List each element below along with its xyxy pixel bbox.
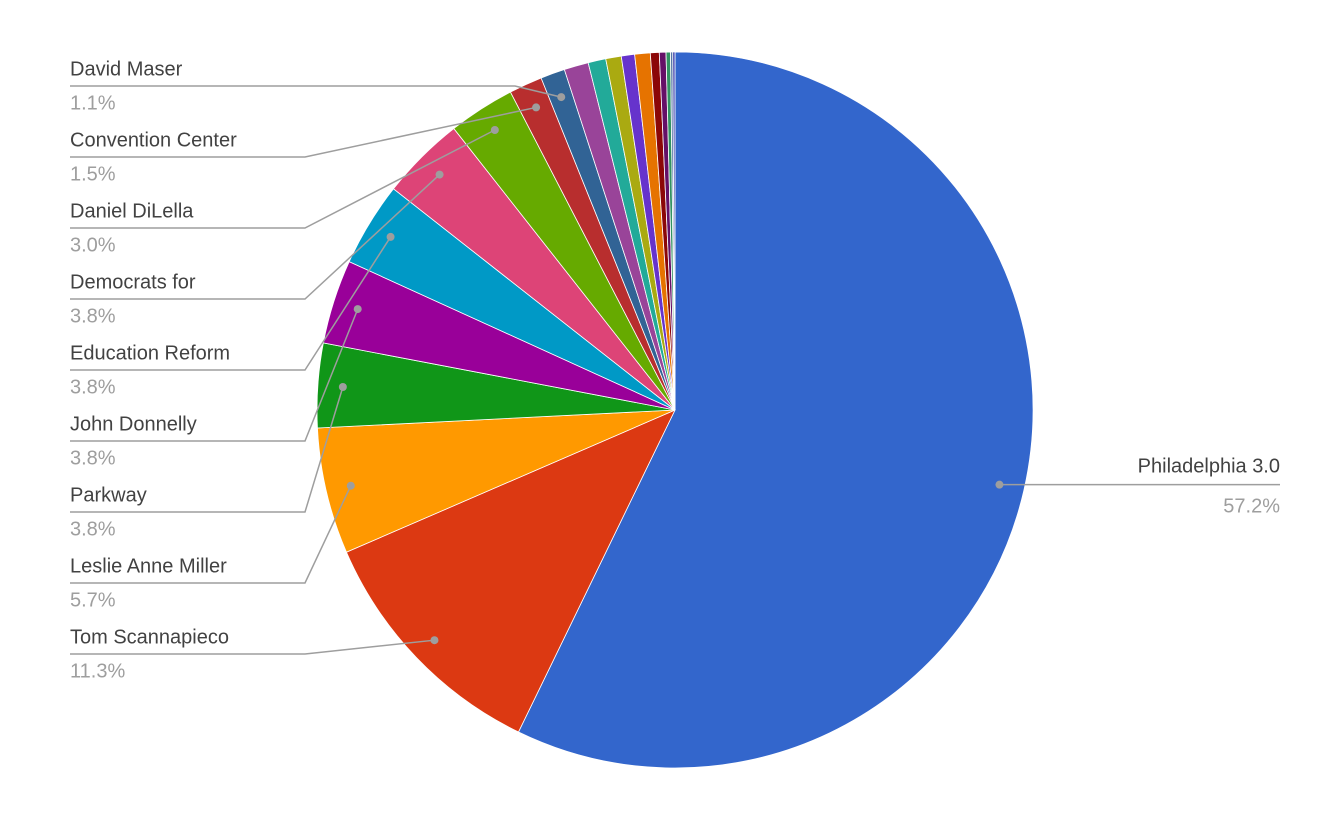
slice-label: Tom Scannapieco: [70, 626, 229, 648]
pie-slice: [672, 51, 676, 411]
leader-dot: [346, 481, 355, 490]
pie-slice: [317, 409, 676, 553]
slice-value-label: 57.2%: [1223, 495, 1280, 517]
slice-value-label: 3.8%: [70, 305, 116, 327]
leader-dot: [435, 170, 444, 179]
leader-line: [70, 85, 562, 98]
slice-label: Democrats for: [70, 271, 196, 293]
leader-line: [70, 639, 435, 655]
slice-label: David Maser: [70, 58, 183, 80]
slice-value-label: 1.1%: [70, 92, 116, 114]
leader-dot: [490, 126, 499, 135]
slice-label: Leslie Anne Miller: [70, 555, 227, 577]
slice-value-label: 5.7%: [70, 589, 116, 611]
slice-label: Parkway: [70, 484, 147, 506]
leader-dot: [995, 480, 1004, 489]
slice-value-label: 3.8%: [70, 447, 116, 469]
leader-dot: [353, 305, 362, 314]
slice-value-label: 3.0%: [70, 234, 116, 256]
leader-line: [70, 106, 537, 158]
slice-value-label: 11.3%: [70, 660, 125, 682]
leader-line: [70, 386, 344, 513]
leader-dot: [557, 93, 566, 102]
leader-dot: [430, 636, 439, 645]
leader-line: [70, 485, 352, 584]
leader-line: [70, 174, 441, 300]
slice-label: Daniel DiLella: [70, 200, 194, 222]
slice-label: Convention Center: [70, 129, 237, 151]
leader-dot: [338, 383, 347, 392]
slice-value-label: 3.8%: [70, 376, 116, 398]
leader-dot: [386, 232, 395, 241]
leader-dot: [532, 103, 541, 112]
slice-value-label: 1.5%: [70, 163, 116, 185]
slice-label: Philadelphia 3.0: [1138, 455, 1280, 477]
pie-slice: [517, 51, 1034, 769]
slice-value-label: 3.8%: [70, 518, 116, 540]
slice-label: John Donnelly: [70, 413, 197, 435]
slice-label: Education Reform: [70, 342, 230, 364]
pie-slice: [345, 409, 676, 733]
leader-line: [70, 236, 392, 371]
leader-line: [70, 129, 496, 229]
leader-line: [70, 308, 359, 442]
